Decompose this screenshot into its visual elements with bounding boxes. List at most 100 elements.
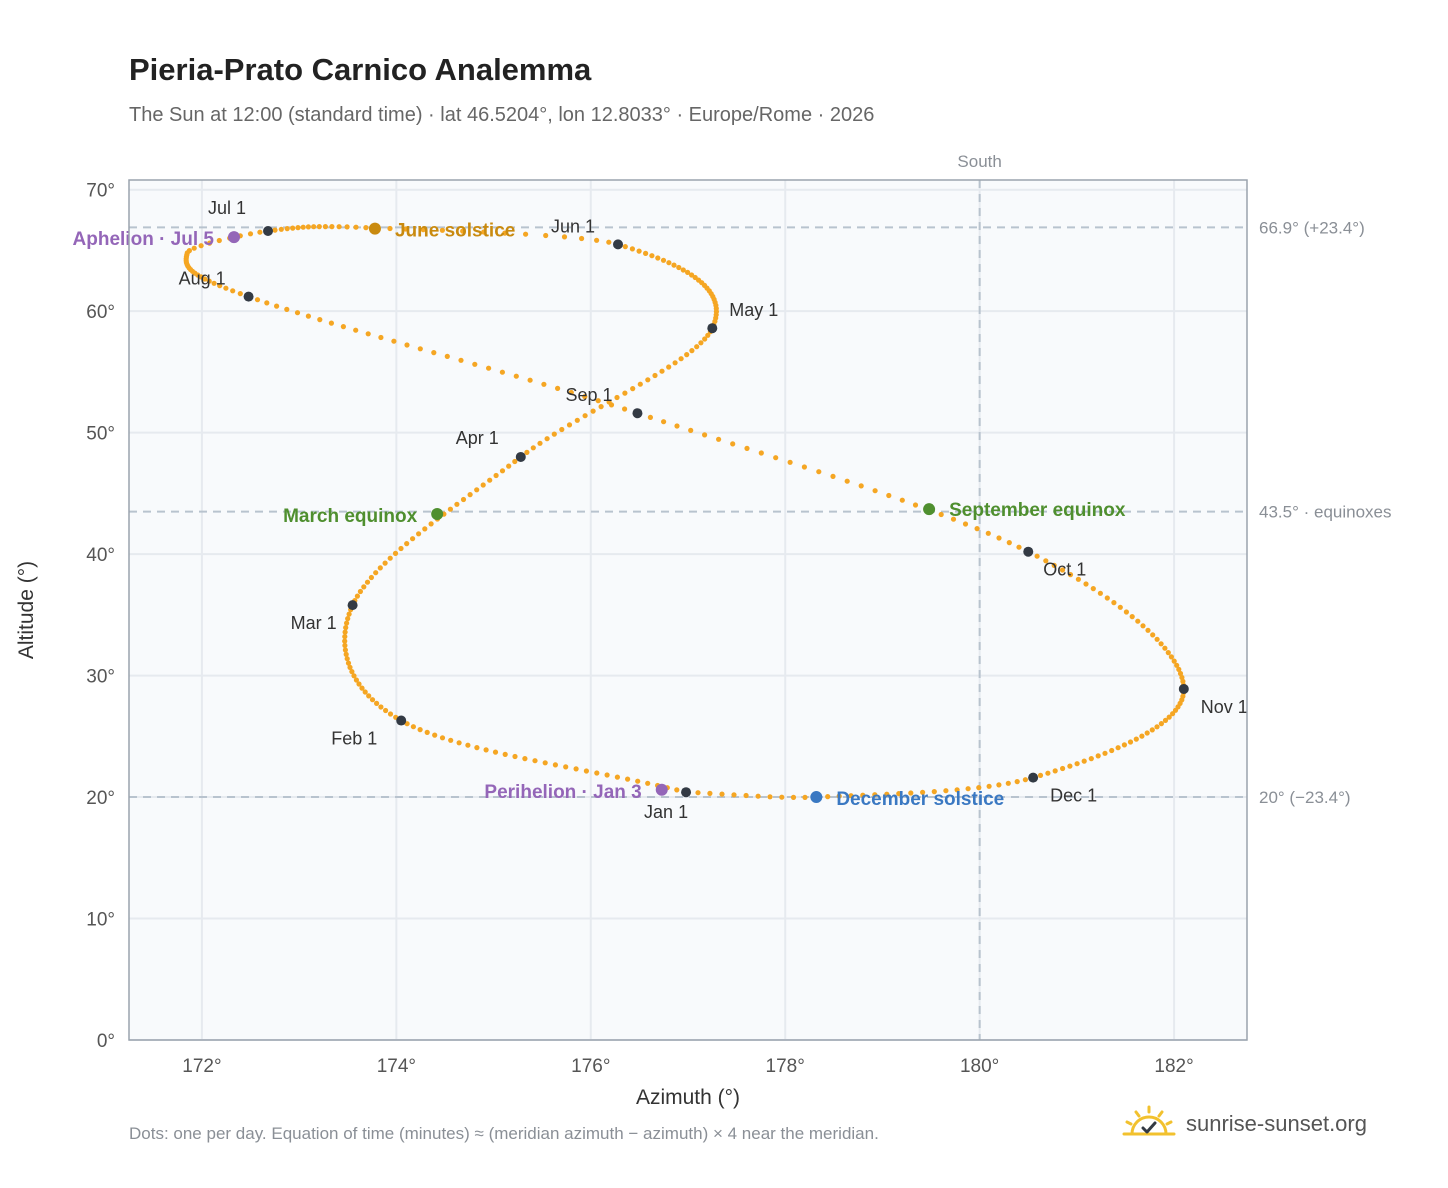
- event-marker: [923, 503, 936, 516]
- day-dot: [1162, 645, 1168, 651]
- day-dot: [465, 742, 471, 748]
- day-dot: [317, 317, 323, 323]
- day-dot: [344, 620, 350, 626]
- day-dot: [487, 477, 493, 483]
- day-dot: [758, 450, 764, 456]
- day-dot: [342, 638, 348, 644]
- day-dot: [305, 224, 311, 230]
- month-label: Mar 1: [291, 613, 337, 633]
- meridian-label: South: [957, 152, 1001, 171]
- day-dot: [645, 780, 651, 786]
- day-dot: [460, 496, 467, 503]
- day-dot: [274, 303, 280, 309]
- day-dot: [1172, 707, 1179, 713]
- day-dot: [217, 283, 223, 289]
- day-dot: [439, 735, 446, 741]
- day-dot: [207, 240, 213, 246]
- day-dot: [1139, 733, 1145, 739]
- day-dot: [622, 390, 628, 396]
- event-marker: [227, 231, 240, 244]
- day-dot: [362, 689, 368, 695]
- day-dot: [1158, 641, 1164, 647]
- event-markers: June solstice December solstice March equi…: [73, 221, 1126, 810]
- day-dot: [816, 469, 822, 475]
- day-dot: [311, 224, 317, 230]
- day-dot: [523, 231, 529, 237]
- day-dot: [351, 673, 357, 679]
- day-dot: [353, 224, 359, 230]
- day-dot: [410, 536, 416, 542]
- day-dot: [1045, 770, 1051, 776]
- day-dot: [374, 700, 380, 707]
- month-marker: [632, 408, 643, 419]
- day-dot: [920, 789, 926, 795]
- day-dot: [439, 227, 445, 233]
- day-dot: [342, 629, 348, 635]
- day-dot: [345, 616, 351, 622]
- day-dot: [1121, 742, 1127, 748]
- day-dot: [499, 369, 505, 375]
- x-tick-label: 178°: [766, 1056, 805, 1077]
- day-dot: [678, 356, 684, 362]
- day-dot: [1158, 721, 1164, 727]
- plot-frame: [128, 179, 1248, 1041]
- y-tick-label: 60°: [86, 302, 115, 323]
- day-dot: [643, 250, 649, 256]
- day-dot: [707, 790, 713, 797]
- month-label: Nov 1: [1201, 697, 1248, 717]
- day-dot: [247, 231, 254, 237]
- day-dot: [645, 377, 651, 383]
- day-dot: [1109, 747, 1115, 754]
- day-dot: [391, 338, 397, 344]
- day-dot: [637, 381, 643, 387]
- day-dot: [688, 427, 694, 433]
- day-dot: [730, 441, 736, 447]
- day-dot: [1127, 739, 1134, 745]
- day-dot: [886, 492, 892, 499]
- day-dot: [404, 342, 410, 348]
- day-dot: [506, 463, 512, 469]
- day-dot: [206, 278, 212, 284]
- day-dot: [527, 377, 533, 383]
- day-dot: [1145, 627, 1151, 633]
- day-dot: [802, 794, 808, 801]
- day-dot: [1006, 540, 1012, 546]
- day-dot: [211, 280, 217, 286]
- day-dot: [373, 570, 379, 576]
- day-dot: [191, 245, 197, 251]
- day-dot: [278, 226, 284, 232]
- day-dot: [1176, 666, 1182, 673]
- y-tick-label: 30°: [86, 667, 115, 688]
- day-dot: [744, 445, 750, 451]
- day-dot: [1034, 553, 1040, 559]
- day-dot: [492, 749, 499, 755]
- day-dot: [598, 404, 604, 410]
- day-dot: [614, 774, 621, 780]
- day-dot: [779, 794, 785, 800]
- day-dot: [387, 711, 394, 717]
- day-dot: [447, 506, 453, 512]
- day-dot: [354, 593, 360, 599]
- day-dot: [378, 704, 384, 710]
- brand[interactable]: sunrise-sunset.org: [1122, 1104, 1367, 1144]
- day-dot: [830, 473, 836, 479]
- x-tick-label: 172°: [182, 1056, 221, 1077]
- day-dot: [912, 502, 919, 508]
- month-marker: [1028, 772, 1039, 783]
- day-dot: [359, 685, 365, 691]
- y-tick-label: 40°: [86, 545, 115, 566]
- day-dot: [594, 237, 600, 243]
- day-dot: [985, 530, 991, 536]
- day-dot: [559, 426, 565, 433]
- day-dot: [595, 398, 601, 404]
- day-dot: [346, 611, 352, 617]
- day-dot: [499, 468, 506, 474]
- y-tick-label: 20°: [86, 788, 115, 809]
- day-dot: [755, 793, 761, 799]
- day-dot: [685, 269, 691, 275]
- reference-line-label: 43.5° · equinoxes: [1259, 503, 1392, 522]
- day-dot: [345, 660, 352, 666]
- month-label: Dec 1: [1050, 786, 1097, 806]
- footnote: Dots: one per day. Equation of time (min…: [129, 1124, 879, 1143]
- day-dot: [329, 224, 335, 230]
